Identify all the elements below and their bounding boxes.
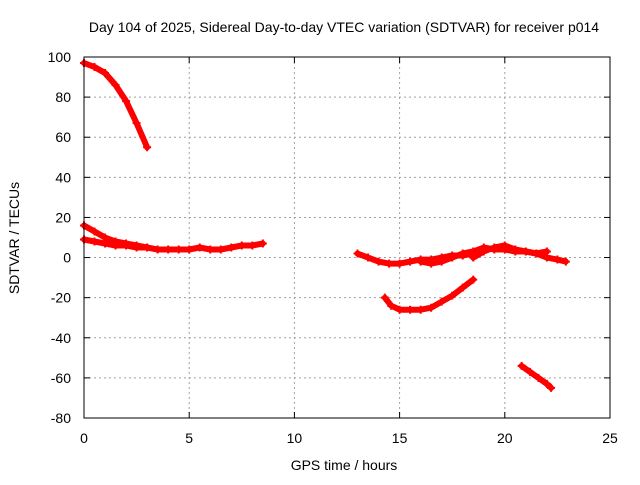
series-arc-8 [517,361,556,392]
x-tick-label: 20 [497,430,513,446]
data-point [526,367,535,376]
data-point [479,247,488,256]
data-point [122,97,131,106]
data-point [395,305,404,314]
grid [84,57,610,418]
data-point [500,241,509,250]
data-point [458,283,467,292]
data-point [237,241,246,250]
data-point [437,257,446,266]
x-tick-label: 15 [392,430,408,446]
y-tick-label: 0 [63,250,71,266]
data-point [469,275,478,284]
data-point [206,245,215,254]
data-series [80,59,570,392]
data-point [132,243,141,252]
series-trace [381,276,477,313]
data-point [511,245,520,254]
data-point [364,253,373,262]
data-point [153,245,162,254]
data-point [174,245,183,254]
data-point [185,245,194,254]
data-point [143,243,152,252]
y-tick-label: 20 [55,209,71,225]
plot-frame [83,56,611,419]
data-point [101,69,110,78]
data-point [542,247,551,256]
series-arc-1 [80,59,152,152]
data-point [90,63,99,72]
data-point [448,253,457,262]
y-tick-label: -80 [51,410,71,426]
data-point [469,253,478,262]
data-point [164,245,173,254]
data-point [111,241,120,250]
y-tick-label: -40 [51,330,71,346]
series-arc-7 [469,241,551,262]
data-point [374,257,383,266]
series-arc-5 [380,275,478,314]
data-point [101,239,110,248]
y-tick-label: -60 [51,370,71,386]
y-tick-label: -20 [51,290,71,306]
data-point [90,227,99,236]
x-tick-label: 0 [80,430,88,446]
x-axis-label: GPS time / hours [291,457,398,473]
data-point [437,297,446,306]
data-point [132,119,141,128]
data-point [547,383,556,392]
data-point [395,259,404,268]
data-point [380,293,389,302]
data-point [353,249,362,258]
data-point [427,259,436,268]
data-point [258,239,267,248]
data-point [111,81,120,90]
y-tick-label: 60 [55,129,71,145]
data-point [542,379,551,388]
series-arc-3 [80,235,267,254]
y-tick-label: 40 [55,169,71,185]
data-point [143,143,152,152]
data-point [427,303,436,312]
data-point [387,301,396,310]
y-axis-label: SDTVAR / TECUs [6,182,22,294]
data-point [521,247,530,256]
ticks: 0 5 10 15 20 25 -80 -60 -40 -20 0 20 40 60 80 100 [48,49,618,446]
data-point [416,305,425,314]
data-point [553,255,562,264]
data-point [561,257,570,266]
x-tick-label: 10 [287,430,303,446]
data-point [122,241,131,250]
y-tick-label: 100 [48,49,72,65]
y-tick-label: 80 [55,89,71,105]
data-point [517,361,526,370]
data-point [406,305,415,314]
chart-title: Day 104 of 2025, Sidereal Day-to-day VTE… [89,19,599,35]
data-point [248,241,257,250]
data-point [416,257,425,266]
data-point [385,259,394,268]
data-point [490,243,499,252]
data-point [534,373,543,382]
data-point [448,291,457,300]
x-tick-label: 5 [185,430,193,446]
data-point [458,249,467,258]
data-point [216,245,225,254]
data-point [90,237,99,246]
series-trace [81,60,151,151]
x-tick-label: 25 [602,430,618,446]
data-point [406,257,415,266]
data-point [227,243,236,252]
data-point [195,243,204,252]
data-point [532,249,541,258]
